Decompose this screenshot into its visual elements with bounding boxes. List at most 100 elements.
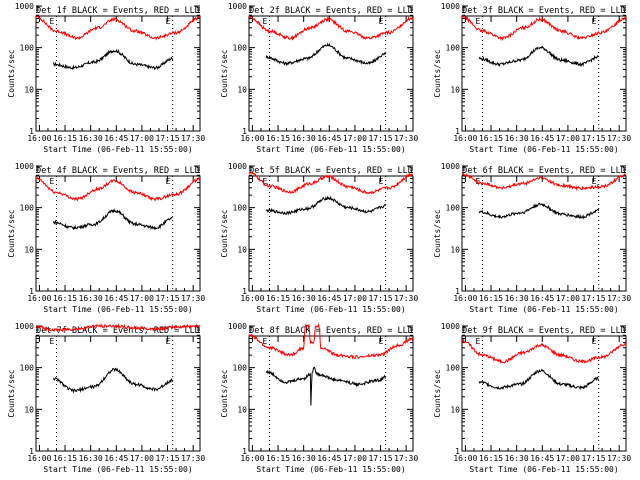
y-tick-label: 10 bbox=[237, 245, 247, 254]
event-marker-label: E bbox=[50, 17, 55, 26]
events-series-line bbox=[265, 195, 387, 216]
x-tick-label: 16:30 bbox=[505, 134, 529, 143]
y-tick-label: 10 bbox=[450, 85, 460, 94]
plot-frame bbox=[461, 335, 627, 452]
y-tick-label: 1 bbox=[455, 127, 460, 136]
x-tick-label: 17:30 bbox=[181, 294, 205, 303]
x-tick-label: 17:15 bbox=[368, 134, 392, 143]
y-axis-label: Counts/sec bbox=[7, 49, 16, 97]
y-tick-label: 10 bbox=[237, 85, 247, 94]
y-tick-label: 100 bbox=[20, 204, 35, 213]
y-tick-label: 1000 bbox=[15, 322, 34, 331]
y-axis-label: Counts/sec bbox=[220, 49, 229, 97]
x-tick-label: 17:00 bbox=[343, 454, 367, 463]
panel-det-1: Det 1f BLACK = Events, RED = LLD 1 10 100 10… bbox=[7, 2, 205, 154]
y-tick-label: 100 bbox=[20, 364, 35, 373]
x-tick-label: 16:00 bbox=[27, 294, 51, 303]
y-tick-label: 1 bbox=[242, 447, 247, 456]
x-tick-label: 17:15 bbox=[155, 454, 179, 463]
x-tick-label: 17:15 bbox=[368, 294, 392, 303]
x-tick-label: 16:15 bbox=[266, 134, 290, 143]
panel-det-2: Det 2f BLACK = Events, RED = LLD 1 10 100 10… bbox=[220, 2, 418, 154]
x-tick-label: 17:15 bbox=[581, 294, 605, 303]
x-tick-label: 16:45 bbox=[530, 294, 554, 303]
y-tick-label: 1 bbox=[29, 287, 34, 296]
x-tick-label: 16:30 bbox=[79, 454, 103, 463]
plot-frame bbox=[461, 175, 627, 292]
x-tick-label: 16:30 bbox=[292, 454, 316, 463]
panel-det-5: Det 5f BLACK = Events, RED = LLD 1 10 100 10… bbox=[220, 162, 418, 314]
events-series-line bbox=[265, 366, 387, 406]
x-axis-label: Start Time (06-Feb-11 15:55:00) bbox=[43, 465, 192, 474]
event-marker-label: E bbox=[379, 177, 384, 186]
x-tick-label: 17:30 bbox=[607, 454, 631, 463]
x-tick-label: 16:00 bbox=[240, 294, 264, 303]
x-tick-label: 17:00 bbox=[556, 454, 580, 463]
y-tick-label: 10 bbox=[450, 245, 460, 254]
plot-frame bbox=[461, 15, 627, 132]
x-tick-label: 16:00 bbox=[453, 294, 477, 303]
event-marker-label: E bbox=[50, 337, 55, 346]
y-axis-label: Counts/sec bbox=[433, 49, 442, 97]
plot-frame bbox=[35, 15, 201, 132]
x-tick-label: 16:00 bbox=[240, 454, 264, 463]
event-marker-label: E bbox=[263, 17, 268, 26]
y-axis-label: Counts/sec bbox=[220, 209, 229, 257]
y-tick-label: 1 bbox=[29, 447, 34, 456]
x-tick-label: 17:00 bbox=[343, 294, 367, 303]
y-tick-label: 100 bbox=[20, 44, 35, 53]
panel-det-3: Det 3f BLACK = Events, RED = LLD 1 10 100 10… bbox=[433, 2, 631, 154]
x-tick-label: 17:00 bbox=[130, 454, 154, 463]
y-axis-label: Counts/sec bbox=[433, 209, 442, 257]
x-axis-label: Start Time (06-Feb-11 15:55:00) bbox=[256, 145, 405, 154]
panel-title: Det 4f BLACK = Events, RED = LLD bbox=[36, 166, 200, 176]
lld-series-line bbox=[248, 322, 414, 360]
plot-frame bbox=[248, 175, 414, 292]
panel-det-8: Det 8f BLACK = Events, RED = LLD 1 10 100 10… bbox=[220, 322, 418, 474]
panel-title: Det 5f BLACK = Events, RED = LLD bbox=[249, 166, 413, 176]
panel-title: Det 9f BLACK = Events, RED = LLD bbox=[462, 326, 626, 336]
x-tick-label: 16:45 bbox=[104, 454, 128, 463]
events-series-line bbox=[53, 48, 174, 71]
x-tick-label: 16:15 bbox=[53, 294, 77, 303]
event-marker-label: E bbox=[476, 337, 481, 346]
y-tick-label: 100 bbox=[446, 204, 461, 213]
y-tick-label: 1 bbox=[242, 127, 247, 136]
x-tick-label: 16:30 bbox=[79, 134, 103, 143]
x-tick-label: 16:30 bbox=[79, 294, 103, 303]
x-tick-label: 16:15 bbox=[479, 134, 503, 143]
x-tick-label: 17:15 bbox=[581, 134, 605, 143]
x-tick-label: 16:45 bbox=[317, 134, 341, 143]
panel-title: Det 1f BLACK = Events, RED = LLD bbox=[36, 6, 200, 16]
lld-series-line bbox=[35, 322, 201, 333]
event-marker-label: E bbox=[476, 177, 481, 186]
y-tick-label: 10 bbox=[24, 245, 34, 254]
x-tick-label: 16:15 bbox=[53, 454, 77, 463]
lld-series-line bbox=[461, 170, 626, 192]
plot-frame bbox=[35, 335, 201, 452]
x-tick-label: 17:30 bbox=[394, 134, 418, 143]
panel-title: Det 2f BLACK = Events, RED = LLD bbox=[249, 6, 413, 16]
x-tick-label: 17:00 bbox=[130, 134, 154, 143]
x-tick-label: 16:30 bbox=[505, 454, 529, 463]
x-tick-label: 17:15 bbox=[155, 294, 179, 303]
event-marker-label: E bbox=[263, 177, 268, 186]
x-tick-label: 17:30 bbox=[607, 294, 631, 303]
y-tick-label: 1000 bbox=[228, 322, 247, 331]
x-tick-label: 17:15 bbox=[581, 454, 605, 463]
x-tick-label: 16:15 bbox=[266, 454, 290, 463]
x-tick-label: 16:30 bbox=[505, 294, 529, 303]
y-tick-label: 10 bbox=[24, 85, 34, 94]
lld-series-line bbox=[462, 339, 627, 365]
panel-det-9: Det 9f BLACK = Events, RED = LLD 1 10 100 10… bbox=[433, 322, 631, 474]
event-marker-label: E bbox=[50, 177, 55, 186]
x-tick-label: 16:00 bbox=[27, 454, 51, 463]
y-tick-label: 100 bbox=[233, 204, 248, 213]
panel-title: Det 6f BLACK = Events, RED = LLD bbox=[462, 166, 626, 176]
x-tick-label: 17:30 bbox=[394, 454, 418, 463]
x-axis-label: Start Time (06-Feb-11 15:55:00) bbox=[469, 305, 618, 314]
y-axis-label: Counts/sec bbox=[7, 209, 16, 257]
panel-title: Det 8f BLACK = Events, RED = LLD bbox=[249, 326, 413, 336]
events-series-line bbox=[478, 45, 599, 68]
event-marker-label: E bbox=[263, 337, 268, 346]
